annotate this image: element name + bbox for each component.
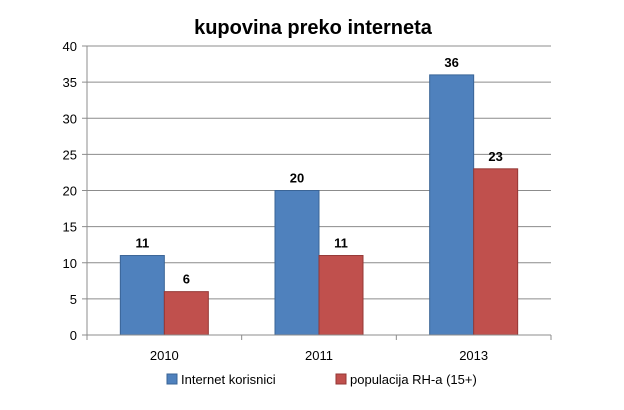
bar — [318, 255, 364, 336]
y-tick-label: 30 — [63, 111, 77, 126]
y-tick-label: 0 — [70, 328, 77, 343]
data-label: 23 — [488, 149, 502, 164]
legend: Internet korisnici populacija RH-a (15+) — [166, 372, 477, 387]
data-label: 11 — [334, 236, 348, 251]
legend-swatch — [166, 373, 178, 385]
data-label: 6 — [183, 272, 190, 287]
bar — [274, 190, 320, 336]
bar — [429, 74, 475, 336]
data-label: 11 — [135, 236, 149, 251]
data-labels: 11 6 20 11 36 23 — [135, 55, 502, 287]
bar — [163, 291, 209, 336]
y-tick-label: 10 — [63, 256, 77, 271]
x-axis: 2010 2011 2013 — [86, 334, 552, 363]
legend-swatch — [335, 373, 347, 385]
x-tick-label: 2013 — [459, 348, 488, 363]
bars — [119, 74, 519, 336]
y-axis: 0 5 10 15 20 25 30 35 40 — [63, 39, 88, 343]
bar — [473, 168, 519, 336]
data-label: 36 — [444, 55, 458, 70]
legend-label: populacija RH-a (15+) — [350, 372, 477, 387]
y-tick-label: 35 — [63, 75, 77, 90]
chart-title: kupovina preko interneta — [194, 17, 433, 39]
y-tick-label: 5 — [70, 292, 77, 307]
data-label: 20 — [290, 171, 304, 186]
legend-label: Internet korisnici — [181, 372, 276, 387]
y-tick-label: 20 — [63, 184, 77, 199]
y-tick-label: 15 — [63, 220, 77, 235]
y-tick-label: 40 — [63, 39, 77, 54]
bar — [119, 255, 165, 336]
y-tick-label: 25 — [63, 147, 77, 162]
x-tick-label: 2011 — [305, 348, 333, 363]
x-tick-label: 2010 — [150, 348, 179, 363]
